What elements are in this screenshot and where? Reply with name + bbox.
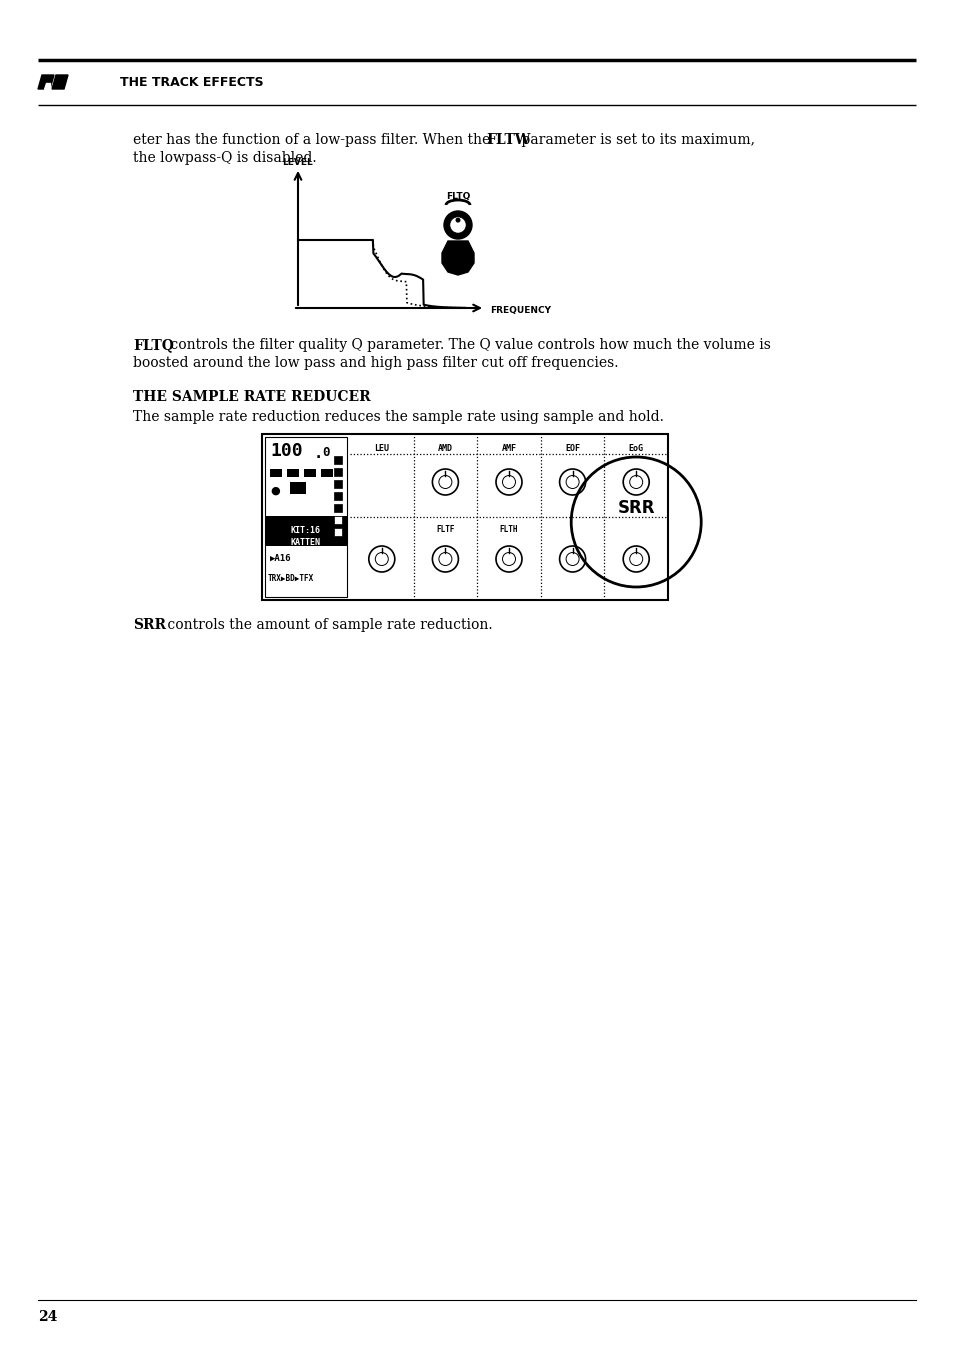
Text: THE SAMPLE RATE REDUCER: THE SAMPLE RATE REDUCER [132, 390, 370, 404]
Text: FLTF: FLTF [436, 525, 455, 535]
Text: SRR: SRR [617, 500, 655, 517]
FancyBboxPatch shape [334, 528, 341, 536]
Text: .: . [314, 446, 323, 460]
FancyBboxPatch shape [334, 504, 341, 512]
Circle shape [559, 545, 585, 572]
Circle shape [450, 217, 466, 234]
Text: FLTW: FLTW [485, 134, 530, 147]
Text: AMF: AMF [501, 444, 516, 454]
Circle shape [438, 475, 452, 489]
Text: KATTEN: KATTEN [291, 539, 320, 547]
Text: The sample rate reduction reduces the sample rate using sample and hold.: The sample rate reduction reduces the sa… [132, 410, 663, 424]
Text: ●: ● [270, 486, 279, 495]
Text: AMD: AMD [437, 444, 453, 454]
Circle shape [502, 475, 515, 489]
Circle shape [432, 468, 458, 495]
Circle shape [565, 475, 578, 489]
Polygon shape [38, 76, 54, 89]
Circle shape [432, 545, 458, 572]
Circle shape [629, 552, 642, 566]
FancyBboxPatch shape [290, 482, 306, 494]
Circle shape [496, 545, 521, 572]
FancyBboxPatch shape [262, 433, 667, 599]
Circle shape [438, 552, 452, 566]
Text: TRX▶BD▶TFX: TRX▶BD▶TFX [268, 574, 314, 583]
Text: LEU: LEU [374, 444, 389, 454]
Text: boosted around the low pass and high pass filter cut off frequencies.: boosted around the low pass and high pas… [132, 356, 618, 370]
Text: 100: 100 [270, 441, 302, 460]
Circle shape [565, 552, 578, 566]
Circle shape [443, 211, 472, 239]
FancyBboxPatch shape [334, 481, 341, 487]
Circle shape [559, 468, 585, 495]
Text: the lowpass-Q is disabled.: the lowpass-Q is disabled. [132, 151, 316, 165]
Text: FLTH: FLTH [499, 525, 517, 535]
FancyBboxPatch shape [304, 468, 315, 477]
Polygon shape [44, 82, 50, 89]
Circle shape [622, 468, 649, 495]
Text: KIT:16: KIT:16 [291, 526, 320, 535]
Text: ▶A16: ▶A16 [270, 554, 292, 563]
Circle shape [369, 545, 395, 572]
Text: 0: 0 [322, 446, 329, 459]
Text: LEVEL: LEVEL [282, 158, 313, 167]
Circle shape [622, 545, 649, 572]
Text: THE TRACK EFFECTS: THE TRACK EFFECTS [120, 77, 263, 89]
Circle shape [629, 475, 642, 489]
Text: 24: 24 [38, 1310, 57, 1324]
Text: FLTQ: FLTQ [132, 338, 173, 352]
Circle shape [502, 552, 515, 566]
Text: parameter is set to its maximum,: parameter is set to its maximum, [517, 134, 754, 147]
Text: EOF: EOF [564, 444, 579, 454]
Text: controls the filter quality Q parameter. The Q value controls how much the volum: controls the filter quality Q parameter.… [166, 338, 770, 352]
Text: SRR: SRR [132, 618, 166, 632]
Polygon shape [52, 76, 68, 89]
FancyBboxPatch shape [334, 468, 341, 477]
FancyBboxPatch shape [334, 516, 341, 524]
Polygon shape [441, 242, 474, 275]
Circle shape [496, 468, 521, 495]
Circle shape [455, 217, 460, 223]
Text: FREQUENCY: FREQUENCY [490, 306, 551, 316]
Text: eter has the function of a low-pass filter. When the: eter has the function of a low-pass filt… [132, 134, 494, 147]
FancyBboxPatch shape [270, 468, 282, 477]
Circle shape [375, 552, 388, 566]
FancyBboxPatch shape [334, 491, 341, 500]
FancyBboxPatch shape [287, 468, 298, 477]
Text: FLTQ: FLTQ [445, 192, 470, 201]
Text: controls the amount of sample rate reduction.: controls the amount of sample rate reduc… [163, 618, 492, 632]
FancyBboxPatch shape [265, 516, 347, 545]
FancyBboxPatch shape [320, 468, 333, 477]
FancyBboxPatch shape [334, 456, 341, 464]
FancyBboxPatch shape [265, 437, 347, 597]
Text: EoG: EoG [628, 444, 643, 454]
